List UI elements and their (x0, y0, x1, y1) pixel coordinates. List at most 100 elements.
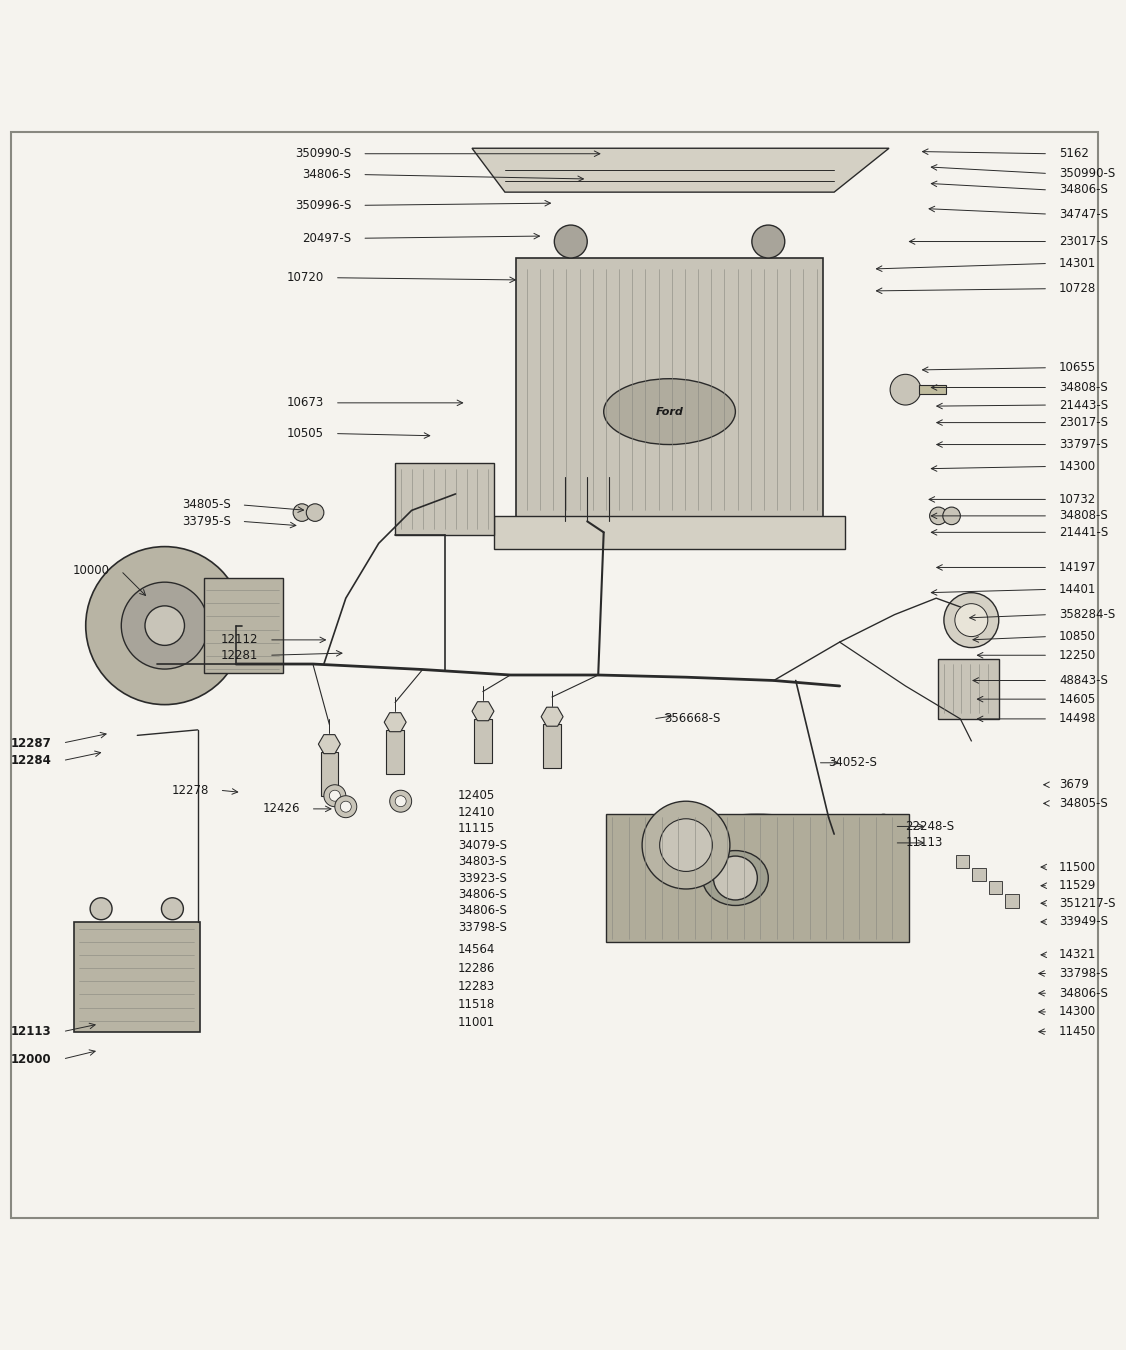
Text: 34806-S: 34806-S (303, 169, 351, 181)
Circle shape (714, 856, 758, 900)
FancyBboxPatch shape (956, 855, 969, 868)
Polygon shape (472, 702, 494, 721)
Ellipse shape (861, 814, 905, 942)
FancyBboxPatch shape (321, 752, 338, 795)
Text: 356668-S: 356668-S (664, 713, 721, 725)
Circle shape (891, 374, 921, 405)
Text: 10000: 10000 (73, 564, 110, 578)
Text: 10728: 10728 (1060, 282, 1097, 296)
Text: 34079-S: 34079-S (458, 838, 507, 852)
Circle shape (334, 795, 357, 818)
Text: 12284: 12284 (11, 755, 52, 767)
Text: 34808-S: 34808-S (1060, 381, 1108, 394)
Text: 33798-S: 33798-S (1060, 967, 1108, 980)
Text: 11500: 11500 (1060, 860, 1097, 873)
FancyBboxPatch shape (386, 730, 404, 774)
Text: 12287: 12287 (11, 737, 52, 749)
FancyBboxPatch shape (544, 725, 561, 768)
Ellipse shape (703, 850, 768, 906)
FancyBboxPatch shape (516, 258, 823, 521)
Text: 34808-S: 34808-S (1060, 509, 1108, 522)
Text: 11450: 11450 (1060, 1025, 1097, 1038)
Text: 10720: 10720 (287, 271, 324, 285)
Polygon shape (472, 148, 890, 192)
Text: 48843-S: 48843-S (1060, 674, 1108, 687)
Circle shape (752, 225, 785, 258)
Text: 12112: 12112 (221, 633, 258, 647)
Polygon shape (319, 734, 340, 753)
Text: 12410: 12410 (458, 806, 495, 818)
Polygon shape (527, 55, 900, 88)
Text: 33949-S: 33949-S (1060, 915, 1108, 929)
Text: 14401: 14401 (1060, 583, 1097, 595)
Text: 11529: 11529 (1060, 879, 1097, 892)
Text: 350990-S: 350990-S (1060, 167, 1116, 180)
FancyBboxPatch shape (919, 385, 946, 394)
Text: 10732: 10732 (1060, 493, 1097, 506)
Text: 11001: 11001 (458, 1017, 495, 1030)
Text: 12281: 12281 (221, 649, 258, 662)
Text: 20497-S: 20497-S (302, 232, 351, 244)
FancyBboxPatch shape (395, 463, 494, 535)
Text: 12286: 12286 (458, 961, 495, 975)
Text: 34806-S: 34806-S (458, 904, 507, 918)
Circle shape (930, 508, 947, 525)
Circle shape (161, 898, 184, 919)
Circle shape (390, 790, 412, 813)
Text: 21441-S: 21441-S (1060, 526, 1108, 539)
Text: 5162: 5162 (1060, 147, 1089, 161)
Circle shape (642, 801, 730, 890)
FancyBboxPatch shape (973, 868, 985, 882)
Ellipse shape (632, 814, 884, 942)
Text: Ford: Ford (655, 406, 683, 417)
Circle shape (660, 818, 713, 872)
Text: 12283: 12283 (458, 980, 495, 994)
Text: 14301: 14301 (1060, 256, 1097, 270)
Text: 33797-S: 33797-S (1060, 437, 1108, 451)
Text: 21443-S: 21443-S (1060, 398, 1108, 412)
Circle shape (955, 603, 988, 637)
Text: 11115: 11115 (458, 822, 495, 836)
FancyBboxPatch shape (989, 882, 1002, 895)
FancyBboxPatch shape (938, 659, 999, 720)
Circle shape (90, 898, 113, 919)
Text: 12250: 12250 (1060, 649, 1097, 662)
Text: 351217-S: 351217-S (1060, 896, 1116, 910)
Text: 350996-S: 350996-S (295, 198, 351, 212)
Circle shape (324, 784, 346, 807)
Text: 34806-S: 34806-S (1060, 987, 1108, 1000)
Polygon shape (384, 713, 406, 732)
Text: 34805-S: 34805-S (181, 498, 231, 512)
Text: 23017-S: 23017-S (1060, 416, 1108, 429)
FancyBboxPatch shape (1006, 895, 1019, 907)
Text: 14300: 14300 (1060, 460, 1097, 472)
Text: 22248-S: 22248-S (905, 819, 955, 833)
Text: 14498: 14498 (1060, 713, 1097, 725)
Text: 34803-S: 34803-S (458, 855, 507, 868)
FancyBboxPatch shape (204, 578, 284, 674)
Text: 10505: 10505 (287, 427, 324, 440)
Text: 14564: 14564 (458, 942, 495, 956)
FancyBboxPatch shape (474, 720, 492, 763)
Text: 14197: 14197 (1060, 562, 1097, 574)
Text: 23017-S: 23017-S (1060, 235, 1108, 248)
Circle shape (942, 508, 960, 525)
Text: 358284-S: 358284-S (1060, 608, 1116, 621)
Text: 3679: 3679 (1060, 778, 1089, 791)
Text: 12000: 12000 (11, 1053, 52, 1065)
Text: 34806-S: 34806-S (458, 888, 507, 900)
FancyBboxPatch shape (606, 814, 909, 942)
Text: 10655: 10655 (1060, 362, 1097, 374)
Text: 34052-S: 34052-S (829, 756, 877, 770)
Ellipse shape (604, 379, 735, 444)
Text: 12405: 12405 (458, 790, 495, 802)
Text: 10850: 10850 (1060, 630, 1096, 643)
Text: 14300: 14300 (1060, 1006, 1097, 1018)
Circle shape (329, 790, 340, 801)
Text: 12113: 12113 (11, 1025, 52, 1038)
Circle shape (340, 801, 351, 813)
Circle shape (145, 606, 185, 645)
Text: 12278: 12278 (171, 784, 208, 796)
Circle shape (554, 225, 588, 258)
Circle shape (944, 593, 999, 648)
